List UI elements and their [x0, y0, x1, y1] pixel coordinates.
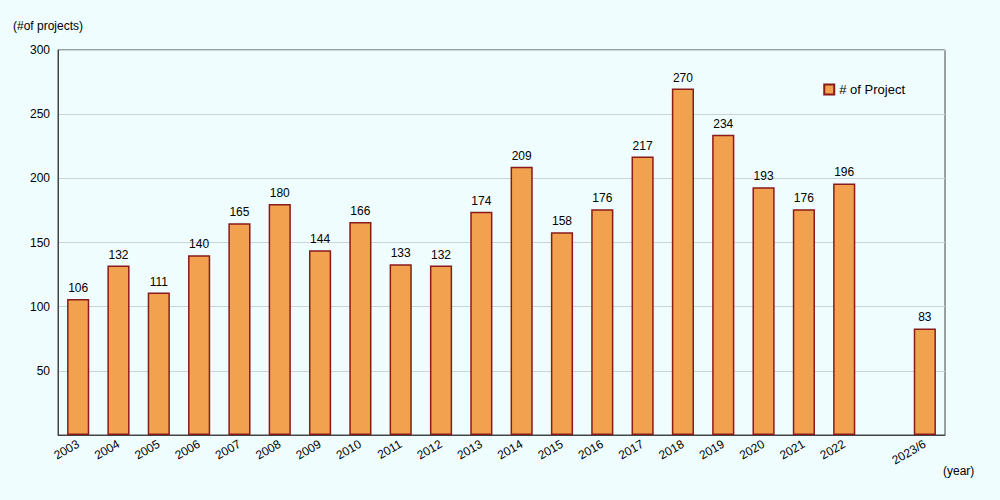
- svg-text:196: 196: [834, 165, 854, 179]
- svg-text:2004: 2004: [92, 437, 122, 463]
- svg-text:(year): (year): [943, 464, 974, 478]
- svg-text:2022: 2022: [818, 437, 848, 463]
- svg-text:2019: 2019: [697, 437, 727, 463]
- svg-text:(#of projects): (#of projects): [13, 19, 83, 33]
- svg-text:250: 250: [30, 107, 50, 121]
- svg-text:150: 150: [30, 236, 50, 250]
- svg-text:2015: 2015: [535, 437, 565, 463]
- svg-text:2012: 2012: [414, 437, 444, 463]
- svg-text:2013: 2013: [455, 437, 485, 463]
- svg-text:100: 100: [30, 300, 50, 314]
- svg-text:2003: 2003: [52, 437, 82, 463]
- svg-text:193: 193: [754, 169, 774, 183]
- svg-text:176: 176: [794, 191, 814, 205]
- svg-text:2021: 2021: [777, 437, 807, 463]
- svg-text:270: 270: [673, 71, 693, 85]
- svg-text:2016: 2016: [576, 437, 606, 463]
- svg-text:165: 165: [229, 205, 249, 219]
- svg-text:2007: 2007: [213, 437, 243, 463]
- svg-text:2014: 2014: [495, 437, 525, 463]
- svg-text:133: 133: [391, 246, 411, 260]
- svg-text:2010: 2010: [334, 437, 364, 463]
- svg-text:106: 106: [68, 281, 88, 295]
- svg-text:209: 209: [512, 149, 532, 163]
- svg-text:180: 180: [270, 186, 290, 200]
- svg-text:300: 300: [30, 43, 50, 57]
- svg-text:166: 166: [350, 204, 370, 218]
- svg-text:2009: 2009: [293, 437, 323, 463]
- svg-text:158: 158: [552, 214, 572, 228]
- svg-text:200: 200: [30, 171, 50, 185]
- svg-text:2017: 2017: [616, 437, 646, 463]
- svg-text:50: 50: [37, 364, 51, 378]
- svg-text:83: 83: [918, 310, 932, 324]
- svg-text:176: 176: [592, 191, 612, 205]
- svg-text:2023/6: 2023/6: [890, 437, 929, 468]
- svg-text:234: 234: [713, 117, 733, 131]
- svg-text:132: 132: [431, 248, 451, 262]
- svg-text:# of Project: # of Project: [839, 82, 905, 97]
- svg-text:174: 174: [471, 194, 491, 208]
- svg-text:132: 132: [108, 248, 128, 262]
- svg-text:2008: 2008: [253, 437, 283, 463]
- svg-text:140: 140: [189, 237, 209, 251]
- svg-text:2018: 2018: [656, 437, 686, 463]
- svg-text:2011: 2011: [375, 437, 405, 462]
- svg-text:2005: 2005: [132, 437, 162, 463]
- svg-text:111: 111: [150, 275, 169, 289]
- svg-text:2006: 2006: [173, 437, 203, 463]
- svg-text:217: 217: [633, 139, 653, 153]
- svg-text:144: 144: [310, 232, 330, 246]
- svg-text:2020: 2020: [737, 437, 767, 463]
